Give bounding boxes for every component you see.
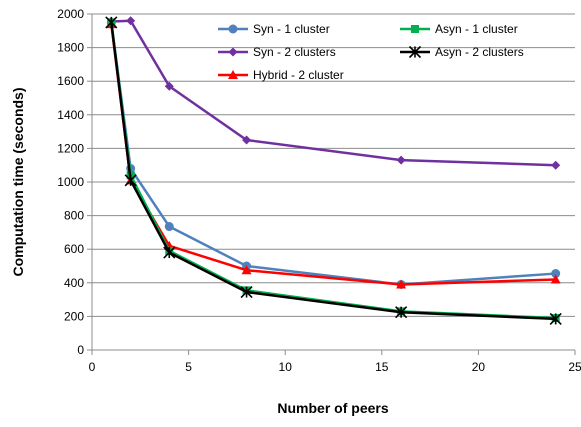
- legend: Syn - 1 cluster Syn - 2 clusters Hybrid - …: [218, 22, 524, 82]
- legend-label: Syn - 2 clusters: [253, 45, 336, 59]
- y-tick-label: 0: [77, 343, 84, 357]
- legend-item: Asyn - 2 clusters: [400, 45, 524, 59]
- y-tick-label: 1000: [57, 175, 84, 189]
- legend-label: Syn - 1 cluster: [253, 22, 330, 36]
- series-line: [110, 22, 556, 321]
- legend-label: Hybrid - 2 cluster: [253, 68, 344, 82]
- x-tick-label: 15: [375, 360, 389, 374]
- data-point: [396, 155, 406, 165]
- axes-layer: 0 200 400 600 800 1000 1200 1400 1600 1800 2000 0 5 1…: [57, 7, 581, 374]
- legend-label: Asyn - 1 cluster: [435, 22, 518, 36]
- data-point: [395, 306, 408, 319]
- legend-item: Hybrid - 2 cluster: [218, 68, 344, 82]
- series-asyn-2-clusters: [105, 16, 562, 325]
- data-point: [241, 265, 252, 275]
- data-point: [124, 174, 137, 187]
- legend-item: Syn - 2 clusters: [218, 45, 336, 59]
- series-line: [110, 22, 556, 320]
- x-axis-title: Number of peers: [277, 400, 388, 416]
- y-tick-label: 400: [64, 276, 84, 290]
- data-point: [163, 246, 176, 259]
- data-point: [126, 16, 136, 26]
- y-tick-label: 2000: [57, 7, 84, 21]
- x-tick-label: 20: [472, 360, 486, 374]
- legend-label: Asyn - 2 clusters: [435, 45, 524, 59]
- legend-swatch-marker: [411, 25, 419, 33]
- x-tick-label: 10: [279, 360, 293, 374]
- legend-item: Asyn - 1 cluster: [400, 22, 518, 36]
- y-tick-label: 800: [64, 209, 84, 223]
- data-point: [549, 312, 562, 325]
- y-tick-label: 1400: [57, 108, 84, 122]
- legend-swatch-marker: [228, 70, 238, 79]
- data-point: [164, 81, 174, 91]
- series-line: [110, 23, 556, 286]
- y-tick-label: 600: [64, 242, 84, 256]
- data-point: [551, 160, 561, 170]
- data-point: [550, 274, 561, 284]
- legend-swatch-marker: [228, 24, 238, 34]
- x-tick-label: 0: [89, 360, 96, 374]
- y-tick-label: 1800: [57, 41, 84, 55]
- data-point: [105, 16, 118, 29]
- y-axis-title: Computation time (seconds): [10, 87, 26, 276]
- series-syn-2-clusters: [106, 16, 561, 170]
- legend-item: Syn - 1 cluster: [218, 22, 330, 36]
- y-tick-label: 1200: [57, 141, 84, 155]
- legend-swatch-marker: [408, 45, 422, 59]
- data-point: [551, 269, 561, 279]
- y-tick-label: 200: [64, 309, 84, 323]
- data-point: [240, 285, 253, 299]
- series-line: [110, 22, 556, 286]
- data-point: [164, 222, 174, 232]
- x-tick-label: 25: [568, 360, 581, 374]
- legend-swatch-marker: [228, 47, 238, 57]
- x-tick-label: 5: [185, 360, 192, 374]
- data-point: [396, 279, 407, 289]
- grid-layer: [92, 13, 575, 317]
- data-point: [242, 135, 252, 145]
- series-line: [111, 19, 556, 167]
- series-layer: [105, 16, 562, 325]
- y-tick-label: 1600: [57, 74, 84, 88]
